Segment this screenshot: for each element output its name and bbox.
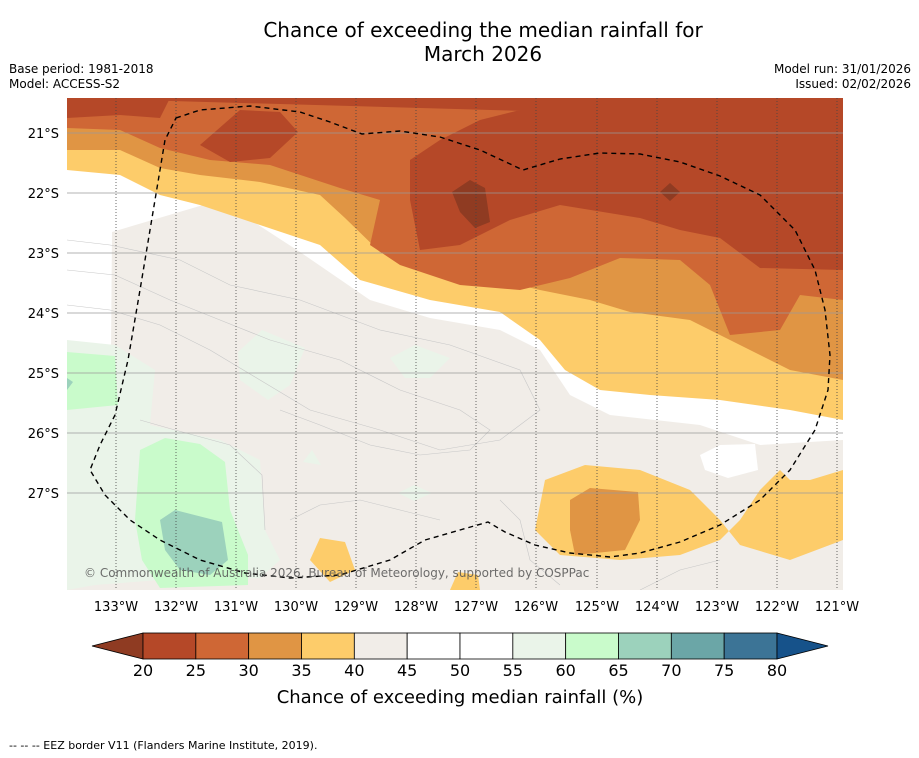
region-20-25-west bbox=[200, 110, 298, 162]
region-45-50-patch bbox=[700, 444, 758, 478]
colorbar-segments bbox=[142, 632, 778, 660]
colorbar-tick-label: 80 bbox=[767, 661, 787, 680]
lon-label: 130°W bbox=[274, 600, 318, 615]
map-panel: © Commonwealth of Australia 2026, Bureau… bbox=[67, 98, 843, 590]
lon-labels: 133°W 132°W 131°W 130°W 129°W 128°W 127°… bbox=[94, 600, 859, 615]
colorbar-tick-label: 70 bbox=[661, 661, 681, 680]
lon-label: 124°W bbox=[635, 600, 679, 615]
colorbar-tick-label: 65 bbox=[608, 661, 628, 680]
colorbar-tick-label: 75 bbox=[714, 661, 734, 680]
lon-label: 125°W bbox=[575, 600, 619, 615]
lon-label: 126°W bbox=[514, 600, 558, 615]
region-65-70-small bbox=[67, 378, 73, 390]
chart-title-line2: March 2026 bbox=[423, 42, 543, 66]
region-20-25 bbox=[67, 98, 843, 270]
meta-right: Model run: 31/01/2026 Issued: 02/02/2026 bbox=[774, 62, 911, 92]
model-name: Model: ACCESS-S2 bbox=[9, 77, 121, 91]
lon-label: 129°W bbox=[334, 600, 378, 615]
lat-label: 25°S bbox=[28, 367, 59, 382]
lon-label: 133°W bbox=[94, 600, 138, 615]
colorbar-segment bbox=[301, 632, 355, 660]
colorbar-segment bbox=[723, 632, 778, 660]
lon-label: 122°W bbox=[755, 600, 799, 615]
colorbar-segment bbox=[670, 632, 725, 660]
lon-label: 123°W bbox=[695, 600, 739, 615]
colorbar-segment bbox=[142, 632, 197, 660]
colorbar-tick-label: 30 bbox=[238, 661, 258, 680]
colorbar-tick-label: 50 bbox=[450, 661, 470, 680]
eez-legend: -- -- -- EEZ border V11 (Flanders Marine… bbox=[9, 739, 318, 752]
region-30-35-south bbox=[570, 488, 640, 555]
colorbar-tick-label: 35 bbox=[291, 661, 311, 680]
lat-label: 23°S bbox=[28, 247, 59, 262]
issued-date: Issued: 02/02/2026 bbox=[795, 77, 911, 91]
colorbar-segment bbox=[195, 632, 250, 660]
region-below-20-small bbox=[660, 183, 680, 201]
colorbar-tick-label: 40 bbox=[344, 661, 364, 680]
copyright-text: © Commonwealth of Australia 2026, Bureau… bbox=[84, 566, 589, 580]
colorbar-ticks: 20 25 30 35 40 45 50 55 60 65 70 75 80 bbox=[133, 661, 787, 680]
region-60-65 bbox=[67, 352, 118, 410]
colorbar-segment bbox=[565, 632, 619, 660]
region-35-40-small bbox=[310, 538, 355, 582]
base-period: Base period: 1981-2018 bbox=[9, 62, 154, 76]
colorbar: 20 25 30 35 40 45 50 55 60 65 70 75 80 Chance of exc… bbox=[91, 632, 829, 708]
region-20-25-nw bbox=[67, 98, 170, 118]
colorbar-tick-label: 55 bbox=[503, 661, 523, 680]
lat-label: 27°S bbox=[28, 487, 59, 502]
colorbar-segment bbox=[459, 632, 514, 660]
region-65-70 bbox=[160, 510, 228, 575]
colorbar-tick-label: 60 bbox=[555, 661, 575, 680]
model-run: Model run: 31/01/2026 bbox=[773, 62, 911, 76]
colorbar-tick-label: 20 bbox=[133, 661, 153, 680]
region-55-60-b bbox=[238, 330, 305, 400]
chart-title: Chance of exceeding the median rainfall … bbox=[0, 18, 919, 66]
colorbar-segment bbox=[406, 632, 461, 660]
colorbar-segment bbox=[618, 632, 672, 660]
lon-label: 127°W bbox=[454, 600, 498, 615]
lat-label: 24°S bbox=[28, 307, 59, 322]
lon-label: 131°W bbox=[214, 600, 258, 615]
colorbar-under-arrow bbox=[91, 632, 144, 660]
colorbar-label: Chance of exceeding median rainfall (%) bbox=[277, 687, 644, 708]
lat-label: 21°S bbox=[28, 127, 59, 142]
lon-label: 121°W bbox=[815, 600, 859, 615]
meta-left: Base period: 1981-2018 Model: ACCESS-S2 bbox=[9, 62, 154, 92]
lat-label: 22°S bbox=[28, 187, 59, 202]
lat-gridlines bbox=[67, 132, 843, 494]
colorbar-segment bbox=[353, 632, 408, 660]
lon-gridlines bbox=[115, 98, 838, 590]
colorbar-tick-label: 25 bbox=[186, 661, 206, 680]
lon-label: 128°W bbox=[394, 600, 438, 615]
colorbar-segment bbox=[512, 632, 567, 660]
region-below-20 bbox=[452, 180, 490, 228]
region-55-60-e bbox=[303, 450, 321, 465]
lon-label: 132°W bbox=[154, 600, 198, 615]
region-55-60-c bbox=[390, 345, 450, 378]
chart-title-line1: Chance of exceeding the median rainfall … bbox=[263, 18, 703, 42]
lat-labels: 21°S 22°S 23°S 24°S 25°S 26°S 27°S bbox=[28, 127, 59, 502]
lat-label: 26°S bbox=[28, 427, 59, 442]
colorbar-segment bbox=[248, 632, 302, 660]
colorbar-over-arrow bbox=[776, 632, 829, 660]
region-35-40-small2 bbox=[450, 572, 480, 590]
colorbar-tick-label: 45 bbox=[397, 661, 417, 680]
